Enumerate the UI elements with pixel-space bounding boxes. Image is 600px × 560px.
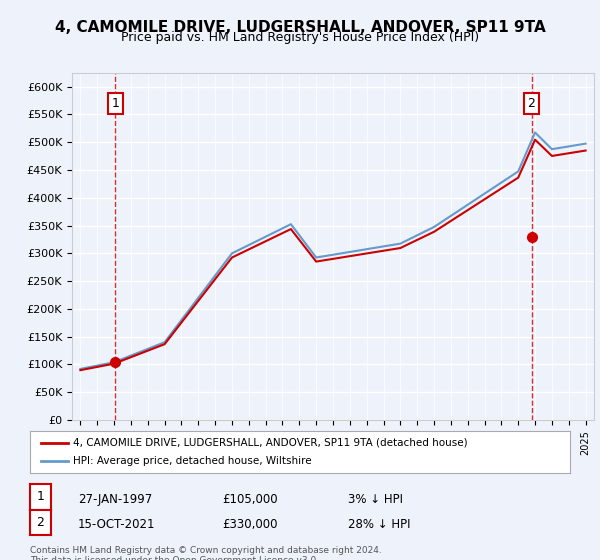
Text: 3% ↓ HPI: 3% ↓ HPI [348, 493, 403, 506]
Text: HPI: Average price, detached house, Wiltshire: HPI: Average price, detached house, Wilt… [73, 456, 312, 466]
Text: 27-JAN-1997: 27-JAN-1997 [78, 493, 152, 506]
Text: 1: 1 [37, 491, 44, 503]
Text: 2: 2 [527, 97, 535, 110]
Text: 15-OCT-2021: 15-OCT-2021 [78, 518, 155, 531]
Text: 4, CAMOMILE DRIVE, LUDGERSHALL, ANDOVER, SP11 9TA (detached house): 4, CAMOMILE DRIVE, LUDGERSHALL, ANDOVER,… [73, 438, 468, 448]
Text: 1: 1 [112, 97, 119, 110]
Text: £105,000: £105,000 [222, 493, 278, 506]
Text: Contains HM Land Registry data © Crown copyright and database right 2024.
This d: Contains HM Land Registry data © Crown c… [30, 546, 382, 560]
Text: 28% ↓ HPI: 28% ↓ HPI [348, 518, 410, 531]
Text: Price paid vs. HM Land Registry's House Price Index (HPI): Price paid vs. HM Land Registry's House … [121, 31, 479, 44]
Text: 2: 2 [37, 516, 44, 529]
Text: £330,000: £330,000 [222, 518, 277, 531]
Text: 4, CAMOMILE DRIVE, LUDGERSHALL, ANDOVER, SP11 9TA: 4, CAMOMILE DRIVE, LUDGERSHALL, ANDOVER,… [55, 20, 545, 35]
